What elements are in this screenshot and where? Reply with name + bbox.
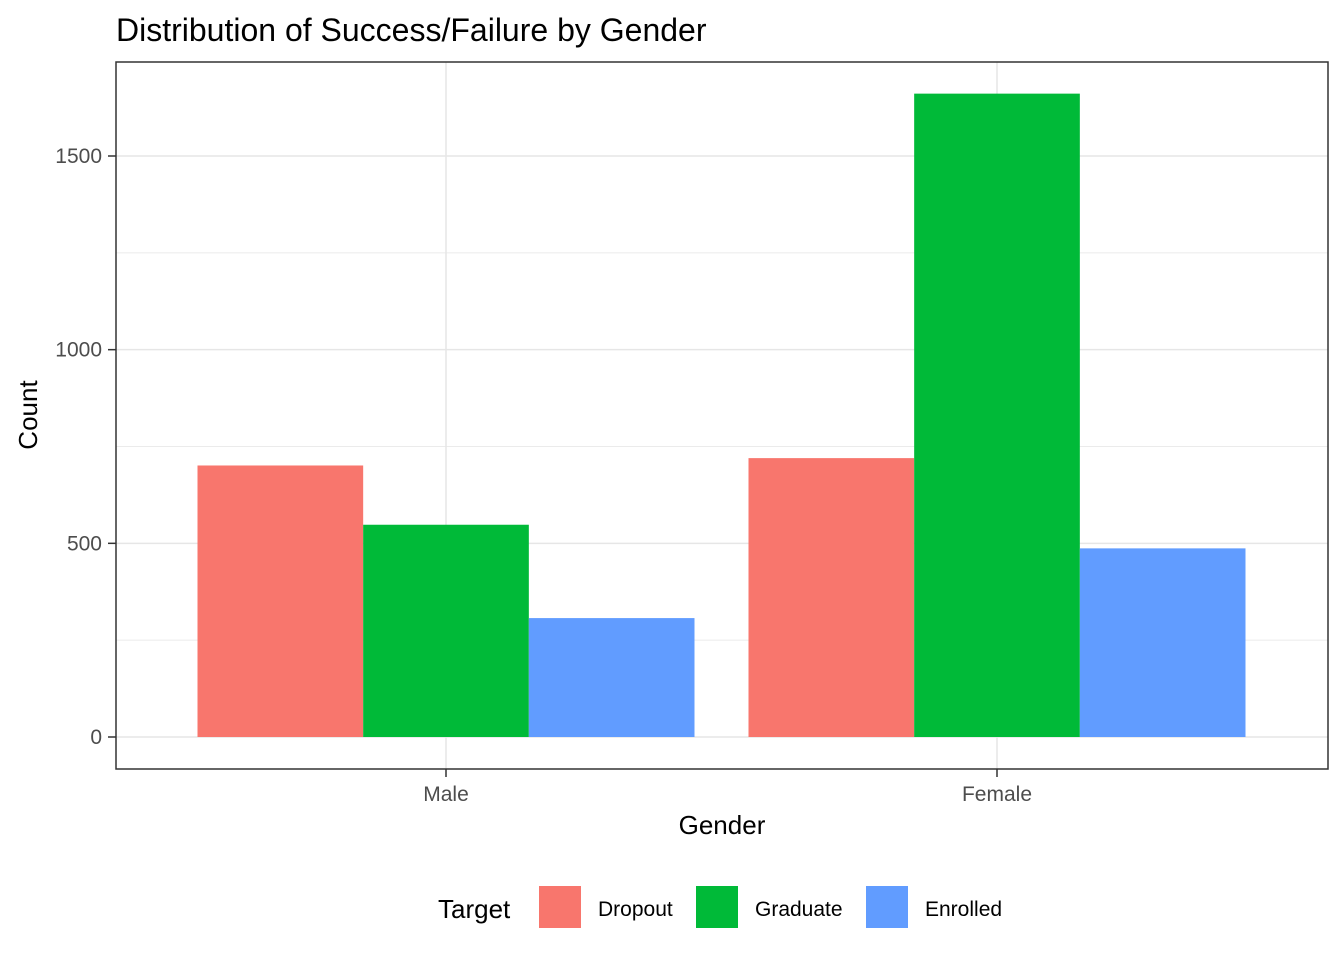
x-tick-label-male: Male <box>423 783 469 806</box>
bars <box>197 93 1246 737</box>
bar-female-graduate <box>914 93 1080 737</box>
legend-title: Target <box>438 894 511 924</box>
legend-item-enrolled: Enrolled <box>866 886 1002 928</box>
legend-item-dropout: Dropout <box>539 886 673 928</box>
legend-key-dropout <box>539 886 581 928</box>
legend-item-graduate: Graduate <box>696 886 843 928</box>
chart-title: Distribution of Success/Failure by Gende… <box>116 12 707 48</box>
x-axis-title: Gender <box>679 810 766 840</box>
y-axis-title: Count <box>13 380 43 450</box>
legend-items: Dropout Graduate Enrolled <box>539 886 1002 928</box>
x-tick-label-female: Female <box>962 783 1032 806</box>
legend-key-enrolled <box>866 886 908 928</box>
legend-label-dropout: Dropout <box>598 898 673 921</box>
y-tick-label: 1000 <box>55 339 102 362</box>
x-axis: Male Female <box>423 769 1032 806</box>
plot-panel <box>115 61 1329 770</box>
legend: Target Dropout Graduate Enrolled <box>438 886 1002 928</box>
plot-border <box>115 61 1329 770</box>
bar-female-dropout <box>748 458 915 737</box>
legend-label-enrolled: Enrolled <box>925 898 1002 921</box>
legend-label-graduate: Graduate <box>755 898 843 921</box>
y-axis: 0 500 1000 1500 <box>55 145 116 749</box>
bar-male-graduate <box>363 524 529 737</box>
bar-female-enrolled <box>1079 548 1246 737</box>
y-tick-label: 1500 <box>55 145 102 168</box>
legend-key-graduate <box>696 886 738 928</box>
bar-male-dropout <box>197 465 364 737</box>
y-tick-label: 0 <box>90 726 102 749</box>
y-tick-label: 500 <box>67 532 102 555</box>
bar-male-enrolled <box>528 618 695 737</box>
